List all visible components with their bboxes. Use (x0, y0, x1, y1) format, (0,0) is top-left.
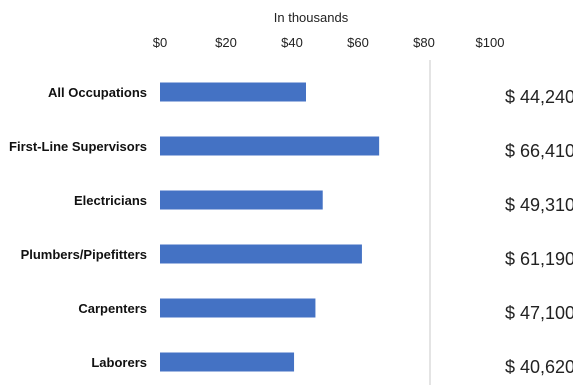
x-axis-tick-labels: $0 $20 $40 $60 $80 $100 (153, 35, 505, 50)
category-label: Electricians (74, 193, 147, 208)
bar (160, 136, 380, 156)
bar (160, 244, 362, 264)
value-labels: $ 44,240 $ 66,410 $ 49,310 $ 61,190 $ 47,100… (505, 87, 573, 377)
category-label: Plumbers/Pipefitters (21, 247, 147, 262)
bar (160, 82, 306, 102)
bar (160, 298, 316, 318)
category-label: Carpenters (78, 301, 147, 316)
x-tick-label: $40 (281, 35, 303, 50)
x-tick-label: $20 (215, 35, 237, 50)
cropped-title-band (60, 0, 550, 2)
bar (160, 190, 323, 210)
value-label: $ 61,190 (505, 249, 573, 269)
x-tick-label: $100 (476, 35, 505, 50)
value-label: $ 40,620 (505, 357, 573, 377)
category-label: Laborers (91, 355, 147, 370)
chart-subtitle: In thousands (274, 10, 349, 25)
category-label: All Occupations (48, 85, 147, 100)
value-label: $ 66,410 (505, 141, 573, 161)
x-tick-label: $0 (153, 35, 167, 50)
value-label: $ 47,100 (505, 303, 573, 323)
category-label: First-Line Supervisors (9, 139, 147, 154)
category-labels: All Occupations First-Line Supervisors Ele… (9, 85, 147, 370)
bars (160, 82, 380, 372)
value-label: $ 44,240 (505, 87, 573, 107)
bar (160, 352, 295, 372)
value-label: $ 49,310 (505, 195, 573, 215)
x-tick-label: $60 (347, 35, 369, 50)
x-tick-label: $80 (413, 35, 435, 50)
